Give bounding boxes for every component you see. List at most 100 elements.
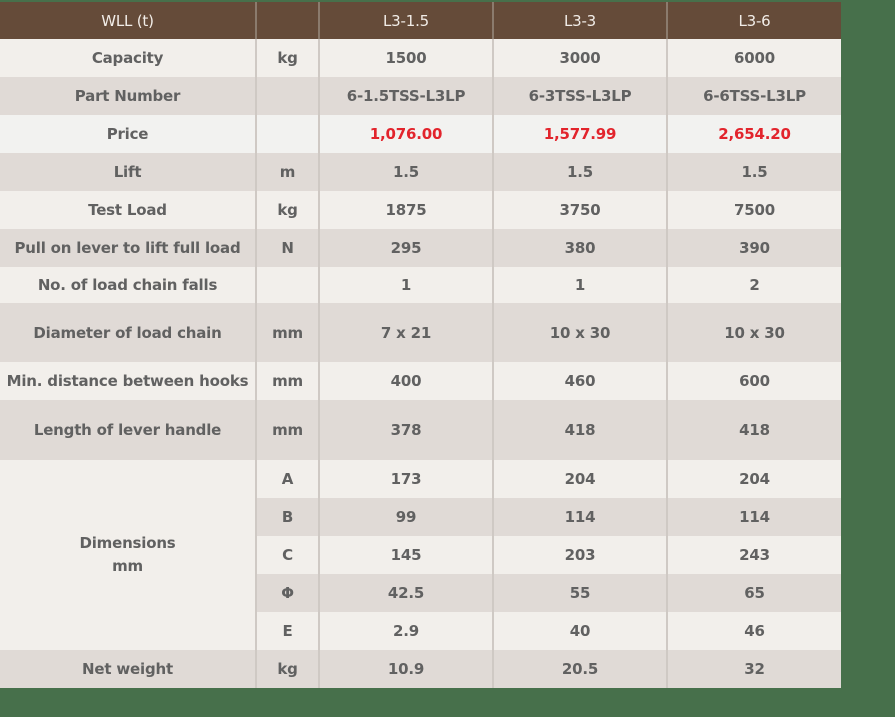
price-value: 1,577.99: [493, 115, 668, 153]
row-dimension-c: C 145 203 243: [0, 536, 841, 574]
row-value: 20.5: [493, 650, 668, 688]
header-model-l3-3: L3-3: [493, 2, 668, 39]
row-unit: kg: [256, 650, 320, 688]
row-value: 7500: [667, 191, 841, 229]
part-number: 6-1.5TSS-L3LP: [319, 77, 494, 115]
row-value: 3000: [493, 39, 668, 77]
row-dimension-a: Dimensions mm A 173 204 204: [0, 460, 841, 650]
row-capacity: Capacity kg 1500 3000 6000: [0, 39, 841, 77]
row-value: 32: [667, 650, 841, 688]
row-dimension-b: B 99 114 114: [0, 498, 841, 536]
row-value: 1500: [319, 39, 494, 77]
row-label: Price: [0, 115, 257, 153]
row-label: Capacity: [0, 39, 257, 77]
row-value: 203: [493, 536, 668, 574]
row-value: 390: [667, 229, 841, 267]
part-number: 6-6TSS-L3LP: [667, 77, 841, 115]
row-value: 42.5: [319, 574, 494, 612]
row-unit: kg: [256, 191, 320, 229]
header-model-l3-6: L3-6: [667, 2, 841, 39]
row-value: 1.5: [319, 153, 494, 191]
row-unit: [256, 77, 320, 115]
row-value: 2.9: [319, 612, 494, 650]
row-value: 46: [667, 612, 841, 650]
dimensions-title: Dimensions: [79, 534, 176, 552]
row-label: Net weight: [0, 650, 257, 688]
row-label: Lift: [0, 153, 257, 191]
header-unit: [256, 2, 320, 39]
row-label: Test Load: [0, 191, 257, 229]
row-value: 114: [493, 498, 668, 536]
row-min-distance: Min. distance between hooks mm 400 460 6…: [0, 362, 841, 400]
row-unit: mm: [256, 303, 320, 362]
row-unit: kg: [256, 39, 320, 77]
row-value: 400: [319, 362, 494, 400]
row-label: Length of lever handle: [0, 400, 257, 460]
price-value: 1,076.00: [319, 115, 494, 153]
header-wll-label: WLL (t): [0, 2, 257, 39]
row-unit: mm: [256, 362, 320, 400]
row-value: 65: [667, 574, 841, 612]
row-label: Part Number: [0, 77, 257, 115]
row-unit: [256, 115, 320, 153]
part-number: 6-3TSS-L3LP: [493, 77, 668, 115]
price-value: 2,654.20: [667, 115, 841, 153]
header-model-l3-1-5: L3-1.5: [319, 2, 494, 39]
row-dimension-phi: Φ 42.5 55 65: [0, 574, 841, 612]
row-value: 418: [493, 400, 668, 460]
row-label: Min. distance between hooks: [0, 362, 257, 400]
row-value: 204: [493, 460, 668, 498]
header-row: WLL (t) L3-1.5 L3-3 L3-6: [0, 2, 841, 39]
dimensions-label: Dimensions mm: [0, 460, 257, 650]
row-value: 40: [493, 612, 668, 650]
row-lift: Lift m 1.5 1.5 1.5: [0, 153, 841, 191]
row-value: 173: [319, 460, 494, 498]
row-value: 114: [667, 498, 841, 536]
dimension-key: B: [256, 498, 320, 536]
row-price: Price 1,076.00 1,577.99 2,654.20: [0, 115, 841, 153]
dimension-key: C: [256, 536, 320, 574]
row-value: 243: [667, 536, 841, 574]
row-unit: [256, 267, 320, 303]
row-value: 55: [493, 574, 668, 612]
row-value: 295: [319, 229, 494, 267]
dimensions-unit: mm: [112, 557, 143, 575]
row-value: 1875: [319, 191, 494, 229]
row-label: Pull on lever to lift full load: [0, 229, 257, 267]
row-value: 1: [493, 267, 668, 303]
row-chain-falls: No. of load chain falls 1 1 2: [0, 267, 841, 303]
dimension-key: Φ: [256, 574, 320, 612]
row-value: 1.5: [493, 153, 668, 191]
row-dimension-e: E 2.9 40 46: [0, 612, 841, 650]
specification-table: WLL (t) L3-1.5 L3-3 L3-6 Capacity kg 150…: [0, 2, 841, 688]
row-value: 6000: [667, 39, 841, 77]
row-unit: mm: [256, 400, 320, 460]
row-value: 3750: [493, 191, 668, 229]
row-pull-on-lever: Pull on lever to lift full load N 295 38…: [0, 229, 841, 267]
row-value: 10.9: [319, 650, 494, 688]
dimension-key: E: [256, 612, 320, 650]
row-value: 600: [667, 362, 841, 400]
row-value: 1: [319, 267, 494, 303]
row-test-load: Test Load kg 1875 3750 7500: [0, 191, 841, 229]
row-value: 10 x 30: [493, 303, 668, 362]
row-value: 145: [319, 536, 494, 574]
row-unit: m: [256, 153, 320, 191]
row-value: 378: [319, 400, 494, 460]
row-label: No. of load chain falls: [0, 267, 257, 303]
row-value: 460: [493, 362, 668, 400]
row-value: 2: [667, 267, 841, 303]
row-value: 10 x 30: [667, 303, 841, 362]
row-value: 204: [667, 460, 841, 498]
row-chain-diameter: Diameter of load chain mm 7 x 21 10 x 30…: [0, 303, 841, 362]
row-value: 418: [667, 400, 841, 460]
row-lever-length: Length of lever handle mm 378 418 418: [0, 400, 841, 460]
row-unit: N: [256, 229, 320, 267]
row-net-weight: Net weight kg 10.9 20.5 32: [0, 650, 841, 688]
row-value: 99: [319, 498, 494, 536]
row-value: 1.5: [667, 153, 841, 191]
row-value: 7 x 21: [319, 303, 494, 362]
row-value: 380: [493, 229, 668, 267]
row-part-number: Part Number 6-1.5TSS-L3LP 6-3TSS-L3LP 6-…: [0, 77, 841, 115]
dimension-key: A: [256, 460, 320, 498]
